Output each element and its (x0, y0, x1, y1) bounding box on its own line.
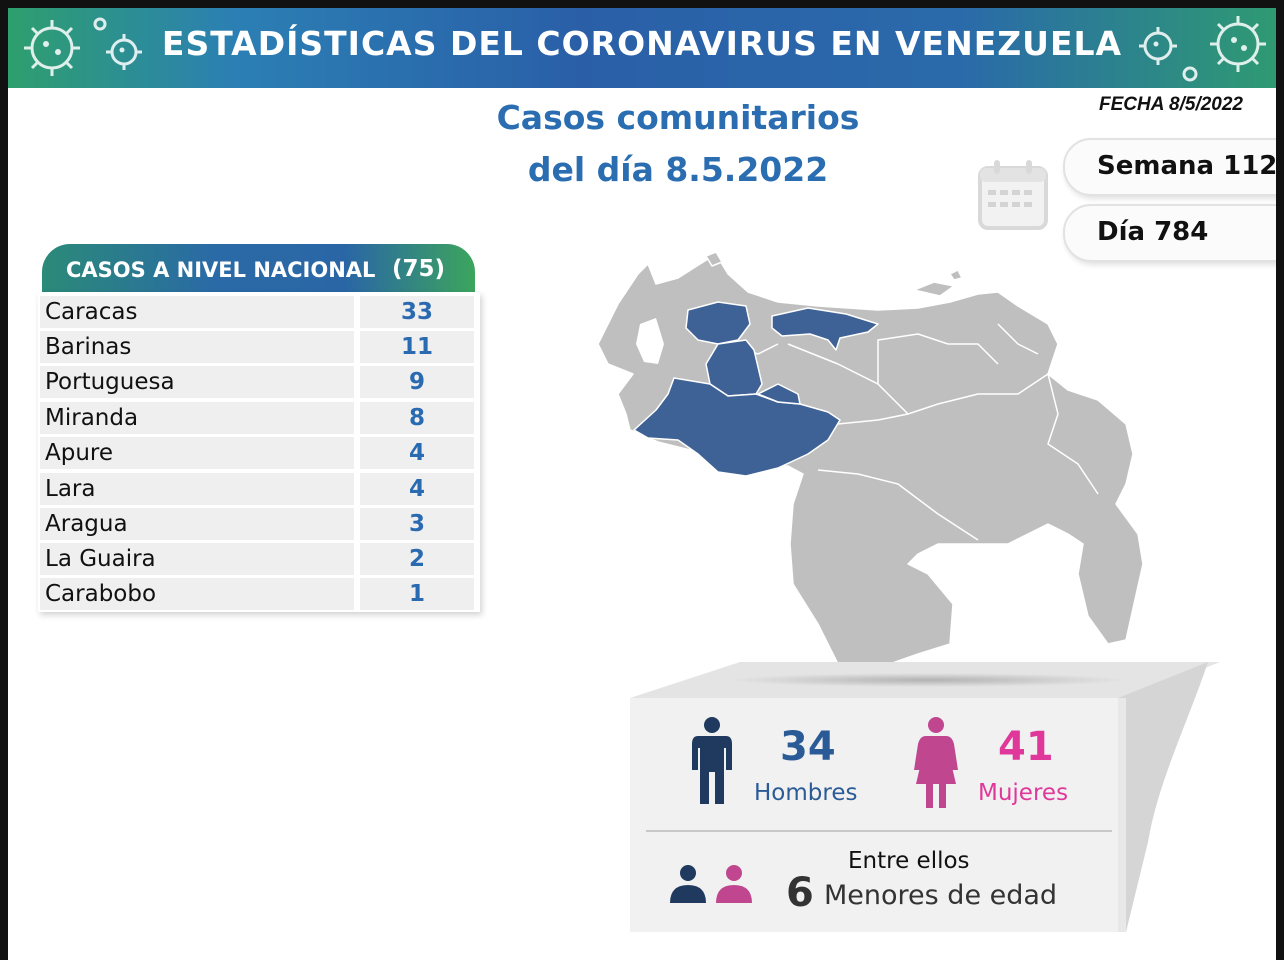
state-cell: Carabobo (40, 578, 354, 610)
men-count: 34 (780, 724, 836, 770)
table-row: Apure 4 (40, 437, 476, 469)
cases-value: 2 (408, 546, 425, 572)
map-border (837, 413, 909, 425)
state-name: Carabobo (45, 581, 157, 607)
panel-curve-face (1118, 662, 1208, 932)
table-header-total: (75) (391, 256, 445, 282)
cases-cell: 9 (360, 366, 474, 398)
calendar-icon (978, 160, 1048, 230)
women-count: 41 (998, 724, 1054, 770)
table-row: Barinas 11 (40, 331, 476, 363)
state-name: Portuguesa (45, 369, 175, 395)
cases-value: 4 (408, 476, 425, 502)
day-badge: Día 784 (1063, 204, 1276, 262)
map-region-highlighted (771, 307, 879, 351)
cases-cell: 1 (360, 578, 474, 610)
cases-value: 1 (408, 581, 425, 607)
between-label: Entre ellos (848, 848, 970, 874)
cases-cell: 2 (360, 543, 474, 575)
state-name: Lara (45, 476, 96, 502)
state-name: Apure (45, 440, 114, 466)
cases-value: 33 (400, 299, 433, 325)
map-border (1047, 373, 1099, 495)
cases-table: Caracas 33 Barinas 11 Portuguesa 9 Miran… (38, 292, 480, 612)
state-cell: Aragua (40, 508, 354, 540)
map-region-other (597, 253, 1144, 669)
state-cell: Barinas (40, 331, 354, 363)
map-region-highlighted (757, 383, 801, 405)
woman-icon (914, 717, 958, 808)
men-label: Hombres (754, 780, 858, 806)
table-row: Caracas 33 (40, 296, 476, 328)
women-label: Mujeres (978, 780, 1069, 806)
table-row: La Guaira 2 (40, 543, 476, 575)
week-label: Semana 112 (1097, 151, 1276, 181)
panel-shadow (728, 673, 1128, 687)
table-row: Aragua 3 (40, 508, 476, 540)
man-icon (692, 717, 732, 804)
cases-cell: 8 (360, 402, 474, 434)
table-row: Miranda 8 (40, 402, 476, 434)
virus-icon (24, 17, 142, 76)
minors-label: Menores de edad (824, 880, 1058, 911)
map-island (913, 281, 955, 297)
children-icon (670, 865, 752, 903)
state-name: Miranda (45, 405, 139, 431)
cases-cell: 11 (360, 331, 474, 363)
map-border (787, 343, 1049, 415)
state-name: Barinas (45, 334, 132, 360)
map-border (997, 323, 1039, 355)
virus-icon (1139, 16, 1266, 82)
cases-value: 11 (400, 334, 433, 360)
state-cell: Caracas (40, 296, 354, 328)
state-cell: Lara (40, 473, 354, 505)
subtitle-line-1: Casos comunitarios (496, 98, 860, 137)
map-border (877, 333, 999, 384)
cases-cell: 33 (360, 296, 474, 328)
cases-value: 8 (408, 405, 425, 431)
venezuela-map (597, 251, 1144, 669)
map-lake (636, 318, 664, 364)
table-row: Lara 4 (40, 473, 476, 505)
cases-value: 4 (408, 440, 425, 466)
table-header-label: CASOS A NIVEL NACIONAL (66, 258, 376, 282)
state-cell: Portuguesa (40, 366, 354, 398)
subtitle-line-2: del día 8.5.2022 (527, 150, 829, 189)
minors-count: 6 (786, 870, 814, 916)
page-title: ESTADÍSTICAS DEL CORONAVIRUS EN VENEZUEL… (161, 24, 1123, 63)
week-badge: Semana 112 (1063, 138, 1276, 196)
table-row: Portuguesa 9 (40, 366, 476, 398)
cases-cell: 4 (360, 437, 474, 469)
map-border (817, 469, 979, 541)
table-header: CASOS A NIVEL NACIONAL (75) (42, 244, 475, 292)
state-cell: La Guaira (40, 543, 354, 575)
state-name: La Guaira (45, 546, 156, 572)
map-region-highlighted (685, 301, 751, 345)
state-cell: Miranda (40, 402, 354, 434)
panel-divider (646, 830, 1112, 832)
cases-value: 3 (408, 511, 425, 537)
map-island (949, 269, 963, 281)
state-name: Aragua (45, 511, 128, 537)
header-banner: ESTADÍSTICAS DEL CORONAVIRUS EN VENEZUEL… (8, 8, 1276, 88)
table-row: Carabobo 1 (40, 578, 476, 610)
panel-top-face (630, 662, 1220, 698)
cases-cell: 4 (360, 473, 474, 505)
cases-cell: 3 (360, 508, 474, 540)
date-label: FECHA 8/5/2022 (1099, 94, 1243, 115)
day-label: Día 784 (1097, 217, 1209, 247)
map-island (705, 251, 723, 267)
state-cell: Apure (40, 437, 354, 469)
state-name: Caracas (45, 299, 138, 325)
infographic: ESTADÍSTICAS DEL CORONAVIRUS EN VENEZUEL… (8, 8, 1276, 960)
cases-value: 9 (408, 369, 425, 395)
subtitle: Casos comunitarios del día 8.5.2022 (428, 92, 928, 196)
